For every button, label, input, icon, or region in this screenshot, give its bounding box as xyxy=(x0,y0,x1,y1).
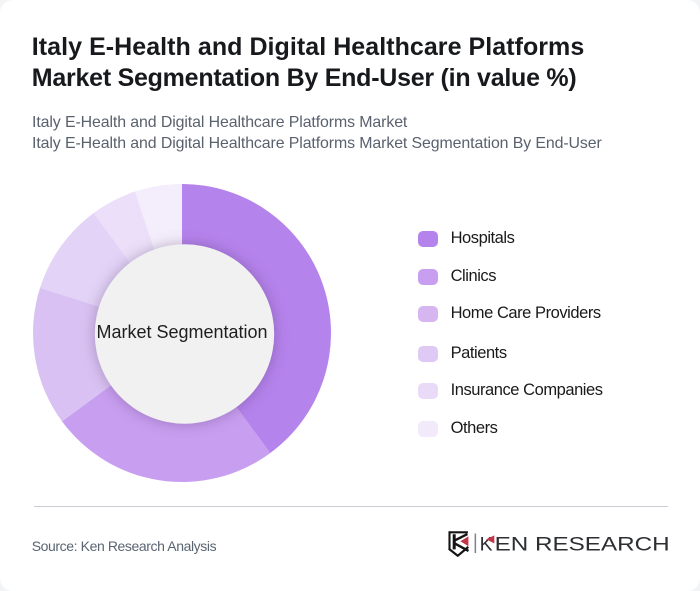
svg-text:EN RESEARCH: EN RESEARCH xyxy=(495,533,670,555)
svg-text:K: K xyxy=(480,533,493,555)
